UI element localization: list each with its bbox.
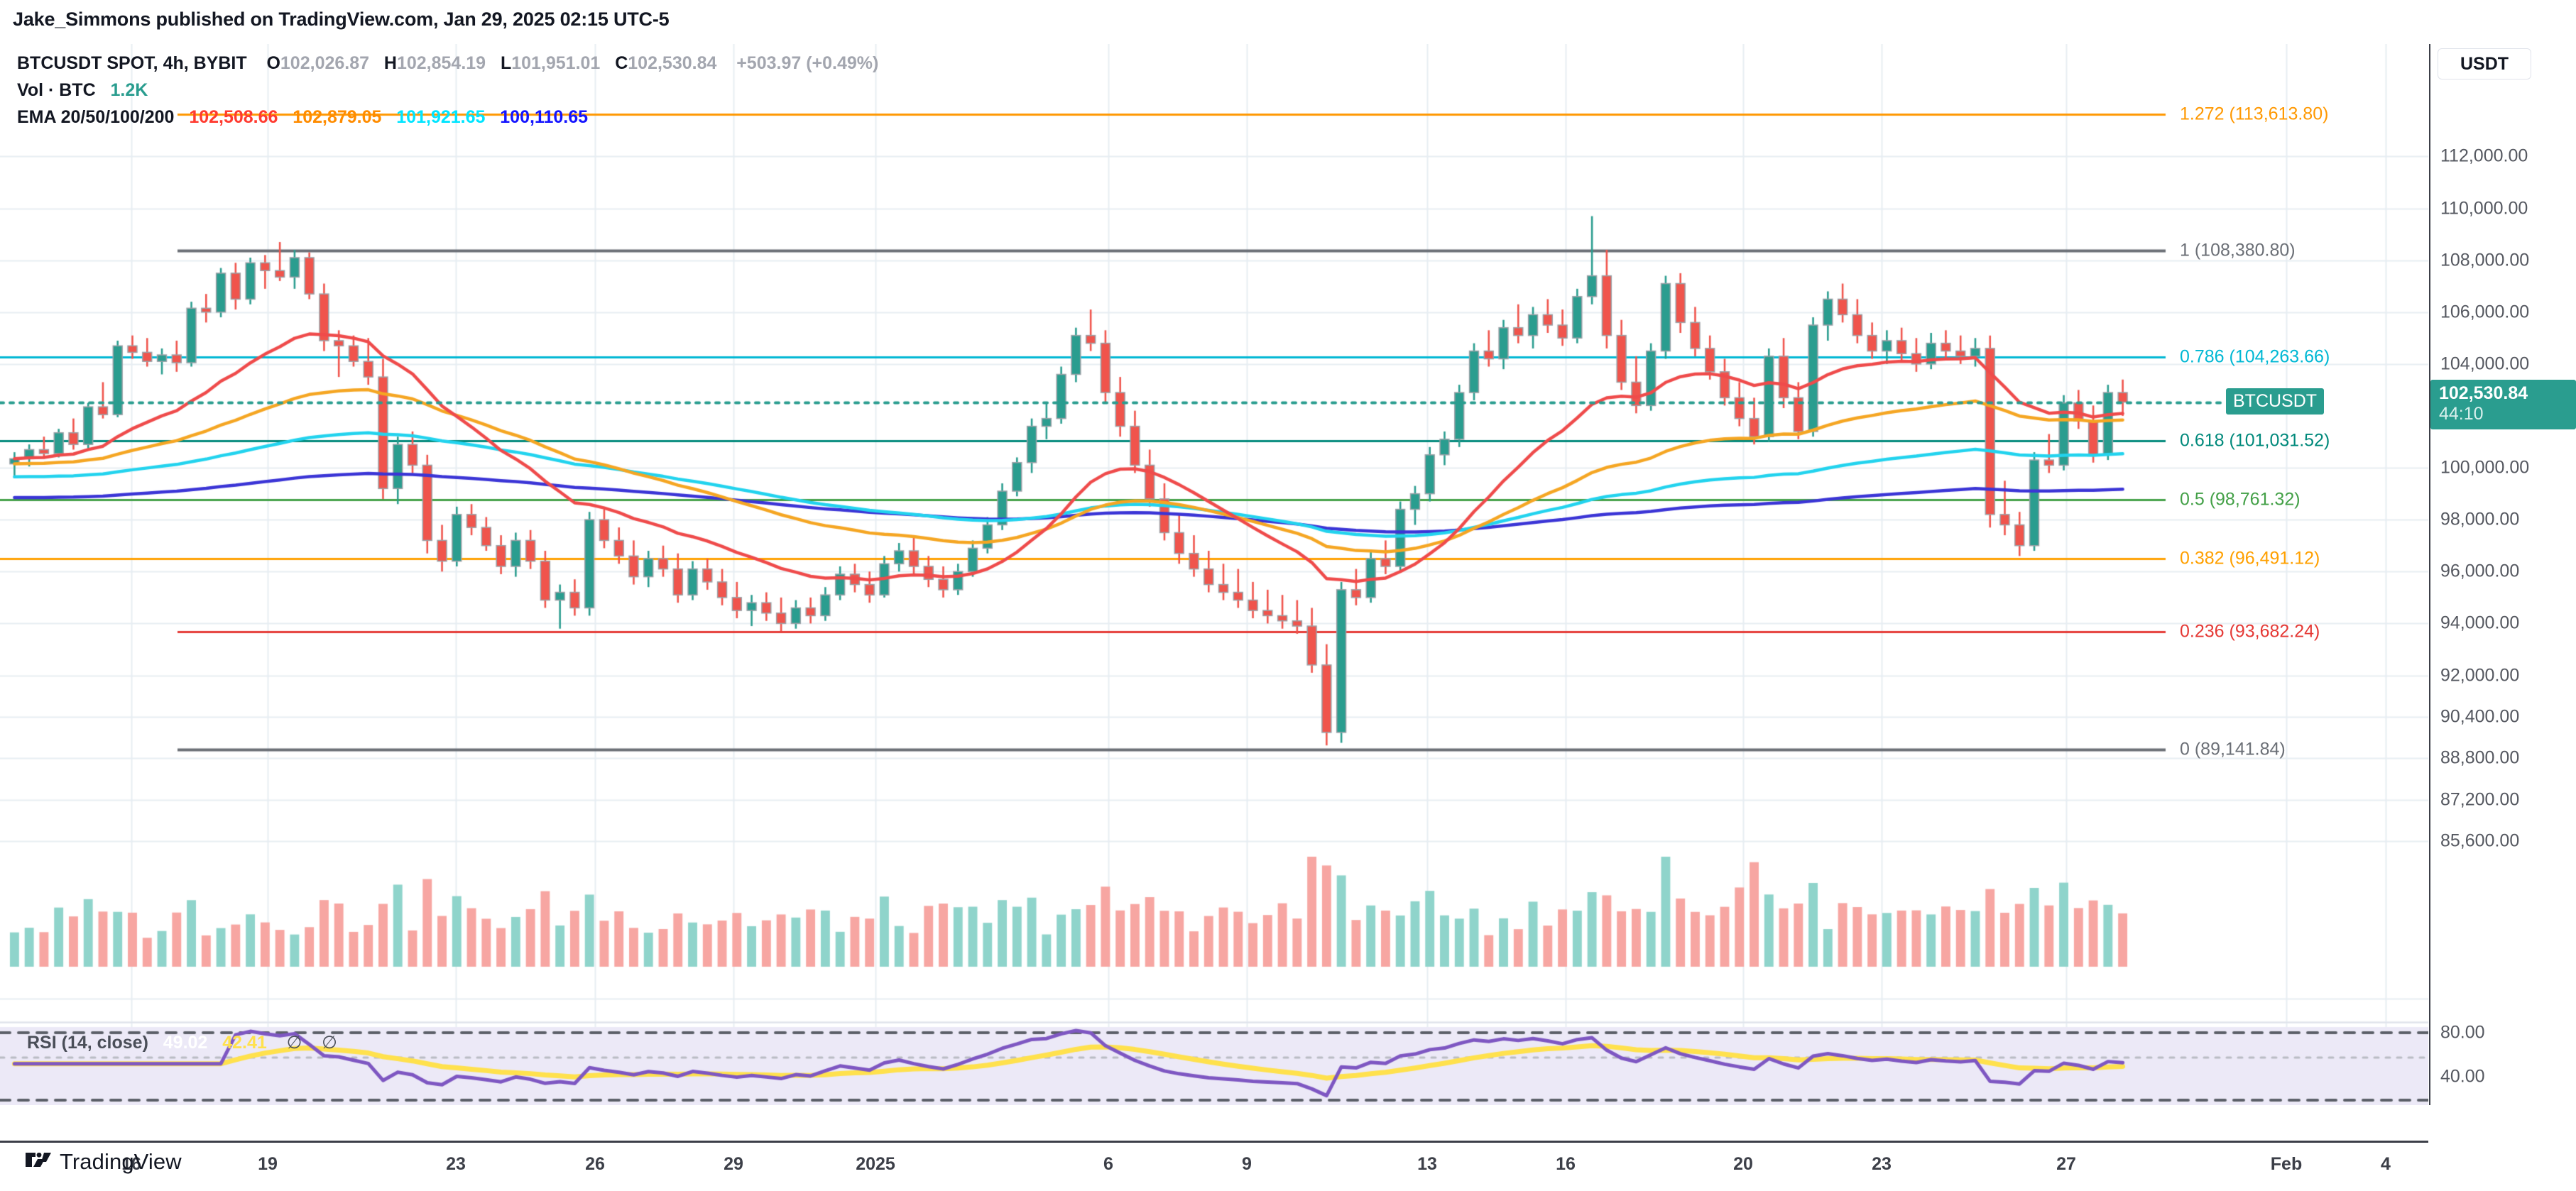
tradingview-wordmark: TradingView xyxy=(60,1149,182,1174)
currency-badge[interactable]: USDT xyxy=(2438,48,2531,79)
time-axis-tick: 9 xyxy=(1242,1154,1252,1174)
price-axis-tick: 87,200.00 xyxy=(2440,789,2520,810)
time-axis-tick: 27 xyxy=(2056,1154,2076,1174)
current-price-countdown: 44:10 xyxy=(2439,403,2484,424)
current-price-value: 102,530.84 xyxy=(2439,383,2528,403)
attribution-text: Jake_Simmons published on TradingView.co… xyxy=(13,9,670,30)
time-axis-tick: 26 xyxy=(585,1154,605,1174)
fib-level-label: 0.786 (104,263.66) xyxy=(2180,346,2330,367)
time-axis-tick: Feb xyxy=(2270,1154,2303,1174)
chart-frame: BTCUSDT SPOT, 4h, BYBIT O102,026.87 H102… xyxy=(0,44,2576,1141)
time-axis-tick: 13 xyxy=(1417,1154,1437,1174)
tradingview-mark-icon xyxy=(26,1153,51,1167)
fib-level-label: 0.236 (93,682.24) xyxy=(2180,621,2320,642)
rsi-axis-tick: 80.00 xyxy=(2440,1022,2485,1043)
price-axis-tick: 96,000.00 xyxy=(2440,561,2520,581)
price-axis-tick: 104,000.00 xyxy=(2440,353,2530,374)
fib-level-label: 1.272 (113,613.80) xyxy=(2180,104,2329,124)
price-axis-tick: 85,600.00 xyxy=(2440,830,2520,851)
time-axis-tick: 29 xyxy=(724,1154,743,1174)
time-axis-tick: 6 xyxy=(1103,1154,1113,1174)
price-axis-tick: 88,800.00 xyxy=(2440,747,2520,768)
time-axis[interactable]: 16 19 23 26 29 2025 6 9 13 16 20 23 27 Feb 4 xyxy=(0,1141,2428,1191)
price-axis-tick: 98,000.00 xyxy=(2440,509,2520,529)
price-axis-tick: 92,000.00 xyxy=(2440,665,2520,685)
price-axis-tick: 108,000.00 xyxy=(2440,250,2530,270)
chart-plot-area[interactable]: BTCUSDT SPOT, 4h, BYBIT O102,026.87 H102… xyxy=(0,44,2428,1105)
time-axis-tick: 16 xyxy=(1556,1154,1576,1174)
time-axis-tick: 20 xyxy=(1733,1154,1753,1174)
price-axis-tick: 110,000.00 xyxy=(2440,198,2528,219)
time-axis-tick: 23 xyxy=(1872,1154,1892,1174)
price-axis-tick: 100,000.00 xyxy=(2440,457,2530,478)
price-axis-tick: 112,000.00 xyxy=(2440,146,2528,166)
time-axis-tick: 2025 xyxy=(856,1154,895,1174)
time-axis-tick: 19 xyxy=(258,1154,278,1174)
fib-level-label: 0.618 (101,031.52) xyxy=(2180,430,2330,451)
fib-level-label: 0.382 (96,491.12) xyxy=(2180,548,2320,569)
time-axis-tick: 23 xyxy=(446,1154,466,1174)
price-axis-tick: 94,000.00 xyxy=(2440,613,2520,633)
current-price-flag: BTCUSDT xyxy=(2226,388,2325,415)
chart-canvas[interactable] xyxy=(0,44,2428,1105)
tradingview-logo[interactable]: TradingView xyxy=(26,1149,182,1175)
fib-level-label: 0 (89,141.84) xyxy=(2180,739,2286,759)
time-axis-tick: 4 xyxy=(2381,1154,2391,1174)
current-price-tag[interactable]: 102,530.84 44:10 xyxy=(2430,379,2576,429)
fib-level-label: 1 (108,380.80) xyxy=(2180,240,2296,260)
time-axis-tick: 16 xyxy=(121,1154,141,1174)
rsi-axis-tick: 40.00 xyxy=(2440,1066,2485,1087)
price-axis[interactable]: USDT 112,000.00 110,000.00 108,000.00 106,0… xyxy=(2429,44,2576,1105)
price-axis-tick: 106,000.00 xyxy=(2440,302,2530,322)
fib-level-label: 0.5 (98,761.32) xyxy=(2180,489,2301,510)
price-axis-tick: 90,400.00 xyxy=(2440,706,2520,727)
